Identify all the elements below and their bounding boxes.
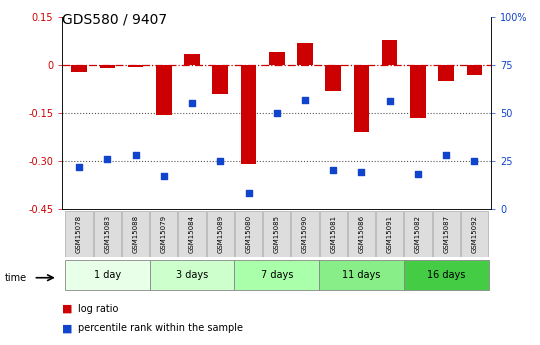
FancyBboxPatch shape bbox=[461, 211, 488, 257]
Point bbox=[188, 101, 197, 106]
Text: GSM15090: GSM15090 bbox=[302, 215, 308, 253]
Point bbox=[75, 164, 83, 169]
FancyBboxPatch shape bbox=[292, 211, 319, 257]
FancyBboxPatch shape bbox=[263, 211, 291, 257]
FancyBboxPatch shape bbox=[404, 211, 431, 257]
Point bbox=[470, 158, 479, 164]
FancyBboxPatch shape bbox=[319, 260, 404, 290]
FancyBboxPatch shape bbox=[65, 211, 92, 257]
Point bbox=[414, 171, 422, 177]
Text: 16 days: 16 days bbox=[427, 270, 465, 280]
FancyBboxPatch shape bbox=[234, 260, 319, 290]
Bar bbox=[213, 65, 228, 94]
FancyBboxPatch shape bbox=[320, 211, 347, 257]
Text: GSM15084: GSM15084 bbox=[189, 215, 195, 253]
Text: time: time bbox=[4, 273, 26, 283]
Text: percentile rank within the sample: percentile rank within the sample bbox=[78, 324, 244, 333]
Point bbox=[159, 174, 168, 179]
Bar bbox=[156, 65, 172, 115]
Text: 11 days: 11 days bbox=[342, 270, 381, 280]
Text: GSM15092: GSM15092 bbox=[471, 215, 477, 253]
Bar bbox=[438, 65, 454, 81]
FancyBboxPatch shape bbox=[207, 211, 234, 257]
FancyBboxPatch shape bbox=[150, 260, 234, 290]
Bar bbox=[71, 65, 87, 71]
Bar bbox=[382, 40, 397, 65]
Text: GSM15086: GSM15086 bbox=[359, 215, 364, 253]
Bar bbox=[128, 65, 143, 67]
FancyBboxPatch shape bbox=[94, 211, 121, 257]
Point bbox=[273, 110, 281, 116]
Text: GSM15088: GSM15088 bbox=[132, 215, 139, 253]
Point bbox=[244, 191, 253, 196]
Bar bbox=[326, 65, 341, 91]
Point bbox=[103, 156, 112, 162]
Text: ■: ■ bbox=[62, 304, 72, 314]
FancyBboxPatch shape bbox=[235, 211, 262, 257]
Point bbox=[301, 97, 309, 102]
Text: GSM15079: GSM15079 bbox=[161, 215, 167, 253]
Point bbox=[357, 170, 366, 175]
Text: log ratio: log ratio bbox=[78, 304, 119, 314]
Text: GSM15091: GSM15091 bbox=[387, 215, 393, 253]
Point bbox=[131, 152, 140, 158]
Text: GSM15087: GSM15087 bbox=[443, 215, 449, 253]
Point bbox=[442, 152, 450, 158]
Bar bbox=[269, 52, 285, 65]
Text: GSM15080: GSM15080 bbox=[246, 215, 252, 253]
Text: 7 days: 7 days bbox=[261, 270, 293, 280]
Text: ■: ■ bbox=[62, 324, 72, 333]
Text: GDS580 / 9407: GDS580 / 9407 bbox=[62, 12, 167, 26]
Text: GSM15089: GSM15089 bbox=[217, 215, 223, 253]
Bar bbox=[99, 65, 115, 68]
Bar bbox=[354, 65, 369, 132]
FancyBboxPatch shape bbox=[150, 211, 177, 257]
FancyBboxPatch shape bbox=[348, 211, 375, 257]
Bar bbox=[467, 65, 482, 75]
Bar bbox=[241, 65, 256, 164]
Text: GSM15083: GSM15083 bbox=[104, 215, 110, 253]
Text: GSM15085: GSM15085 bbox=[274, 215, 280, 253]
Bar bbox=[410, 65, 426, 118]
Text: GSM15082: GSM15082 bbox=[415, 215, 421, 253]
FancyBboxPatch shape bbox=[376, 211, 403, 257]
Text: GSM15078: GSM15078 bbox=[76, 215, 82, 253]
FancyBboxPatch shape bbox=[65, 260, 150, 290]
Point bbox=[216, 158, 225, 164]
Point bbox=[329, 168, 338, 173]
FancyBboxPatch shape bbox=[178, 211, 206, 257]
Text: 3 days: 3 days bbox=[176, 270, 208, 280]
FancyBboxPatch shape bbox=[433, 211, 460, 257]
FancyBboxPatch shape bbox=[122, 211, 149, 257]
Bar bbox=[297, 43, 313, 65]
Point bbox=[386, 99, 394, 104]
FancyBboxPatch shape bbox=[404, 260, 489, 290]
Text: GSM15081: GSM15081 bbox=[330, 215, 336, 253]
Text: 1 day: 1 day bbox=[94, 270, 121, 280]
Bar bbox=[184, 54, 200, 65]
